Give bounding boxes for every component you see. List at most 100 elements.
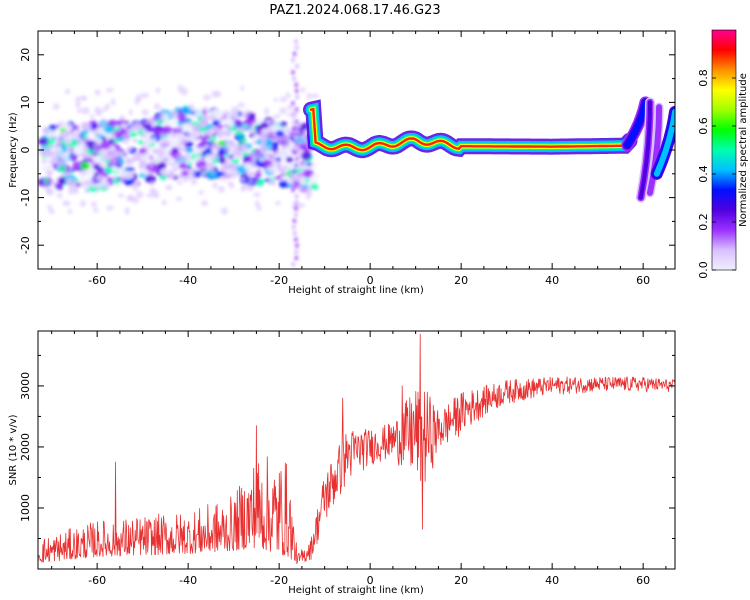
spectrogram-blob xyxy=(64,158,71,163)
spectrogram-halo xyxy=(83,143,89,152)
spectrogram-blob xyxy=(250,149,257,154)
spectrogram-blob xyxy=(300,150,312,160)
spectrogram-halo xyxy=(86,124,92,129)
colorbar-tick-label: 0.2 xyxy=(697,213,710,231)
spectrogram-xlabel: Height of straight line (km) xyxy=(288,285,424,296)
snr-frame xyxy=(37,330,676,570)
snr-ytick-label: 2000 xyxy=(19,433,32,461)
spectrogram-halo xyxy=(134,97,140,105)
spectrogram-blob xyxy=(178,146,186,152)
spectrogram-blob xyxy=(235,130,244,137)
spectrogram-halo xyxy=(177,173,184,179)
spectrogram-blob xyxy=(260,123,269,130)
spectrogram-xtick-label: -20 xyxy=(270,274,288,287)
spectrogram-halo xyxy=(129,123,134,130)
spectrogram-blob xyxy=(275,157,282,162)
spectrogram-blob xyxy=(178,162,188,170)
spectrogram-blob xyxy=(190,111,196,115)
snr-panel: -60 -40 -20 0 20 40 60 1000 2000 3000 Height of s… xyxy=(8,330,676,596)
spectrogram-ytick-label: 0 xyxy=(19,147,32,154)
spectrogram-stripe xyxy=(294,255,299,261)
spectrogram-halo xyxy=(176,180,183,185)
spectrogram-halo xyxy=(200,170,206,178)
spectrogram-halo xyxy=(160,107,165,114)
spectrogram-blob xyxy=(171,147,179,153)
spectrogram-halo xyxy=(96,174,103,180)
spectrogram-halo xyxy=(73,179,78,185)
spectrogram-blob xyxy=(275,130,285,138)
spectrogram-ytick-label: -20 xyxy=(19,236,32,254)
spectrogram-stripe xyxy=(293,144,298,150)
snr-xlabel: Height of straight line (km) xyxy=(288,585,424,596)
spectrogram-blob xyxy=(152,149,160,154)
spectrogram-blob xyxy=(54,182,63,189)
spectrogram-blob xyxy=(170,121,177,126)
spectrogram-blob xyxy=(186,165,192,170)
spectrogram-halo xyxy=(102,185,110,190)
spectrogram-halo xyxy=(62,200,71,207)
spectrogram-halo xyxy=(111,131,117,139)
spectrogram-blob xyxy=(186,141,194,147)
spectrogram-halo xyxy=(133,153,140,160)
spectrogram-halo xyxy=(240,85,245,91)
spectrogram-halo xyxy=(52,103,60,110)
spectrogram-halo xyxy=(89,114,95,119)
spectrogram-halo xyxy=(92,142,100,150)
spectrogram-blob xyxy=(300,125,308,131)
spectrogram-halo xyxy=(135,190,144,199)
spectrogram-halo xyxy=(183,175,189,183)
spectrogram-blob xyxy=(169,151,176,156)
spectrogram-halo xyxy=(216,132,224,139)
spectrogram-halo xyxy=(156,114,165,122)
snr-ytick-label: 3000 xyxy=(19,372,32,400)
spectrogram-stripe xyxy=(294,199,299,205)
spectrogram-halo xyxy=(198,190,204,195)
spectrogram-stripe xyxy=(294,82,299,88)
spectrogram-halo xyxy=(100,156,105,163)
spectrogram-blob xyxy=(258,146,269,154)
spectrogram-halo xyxy=(149,180,155,187)
spectrogram-xtick-label: 60 xyxy=(636,274,650,287)
spectrogram-halo xyxy=(311,93,319,99)
spectrogram-blob xyxy=(206,170,218,180)
spectrogram-blob xyxy=(190,114,198,119)
spectrogram-halo xyxy=(94,89,101,96)
spectrogram-stripe xyxy=(294,131,299,137)
spectrogram-halo xyxy=(95,185,101,193)
spectrogram-blob xyxy=(285,157,294,163)
spectrogram-blob xyxy=(145,174,156,184)
spectrogram-stripe xyxy=(293,212,298,218)
spectrogram-blob xyxy=(211,148,218,154)
spectrogram-halo xyxy=(204,130,212,136)
spectrogram-blob xyxy=(94,138,102,144)
spectrogram-halo xyxy=(212,182,218,189)
spectrogram-halo xyxy=(262,141,267,146)
spectrogram-halo xyxy=(267,179,274,186)
spectrogram-halo xyxy=(141,142,147,151)
spectrogram-halo xyxy=(220,207,228,215)
spectrogram-blob xyxy=(255,125,262,130)
spectrogram-halo xyxy=(229,183,235,189)
spectrogram-halo xyxy=(42,181,48,189)
spectrogram-halo xyxy=(279,107,287,115)
spectrogram-halo xyxy=(162,157,171,163)
spectrogram-blob xyxy=(301,132,309,138)
spectrogram-blob xyxy=(204,135,211,140)
spectrogram-halo xyxy=(119,115,126,123)
spectrogram-ytick-label: 20 xyxy=(19,48,32,62)
spectrogram-blob xyxy=(72,161,84,171)
spectrogram-halo xyxy=(187,121,194,127)
spectrogram-halo xyxy=(102,106,107,113)
spectrogram-halo xyxy=(294,177,302,182)
snr-xtick-label: -40 xyxy=(179,574,197,587)
spectrogram-halo xyxy=(274,201,281,206)
spectrogram-halo xyxy=(301,136,307,141)
spectrogram-halo xyxy=(285,127,291,135)
colorbar: 0.0 0.2 0.4 0.6 0.8 Normalized spectral ampl… xyxy=(697,29,749,279)
spectrogram-xtick-label: -60 xyxy=(88,274,106,287)
spectrogram-halo xyxy=(46,170,53,177)
spectrogram-halo xyxy=(75,96,81,102)
spectrogram-stripe xyxy=(291,261,296,267)
spectrogram-halo xyxy=(201,200,208,207)
spectrogram-halo xyxy=(76,108,83,114)
